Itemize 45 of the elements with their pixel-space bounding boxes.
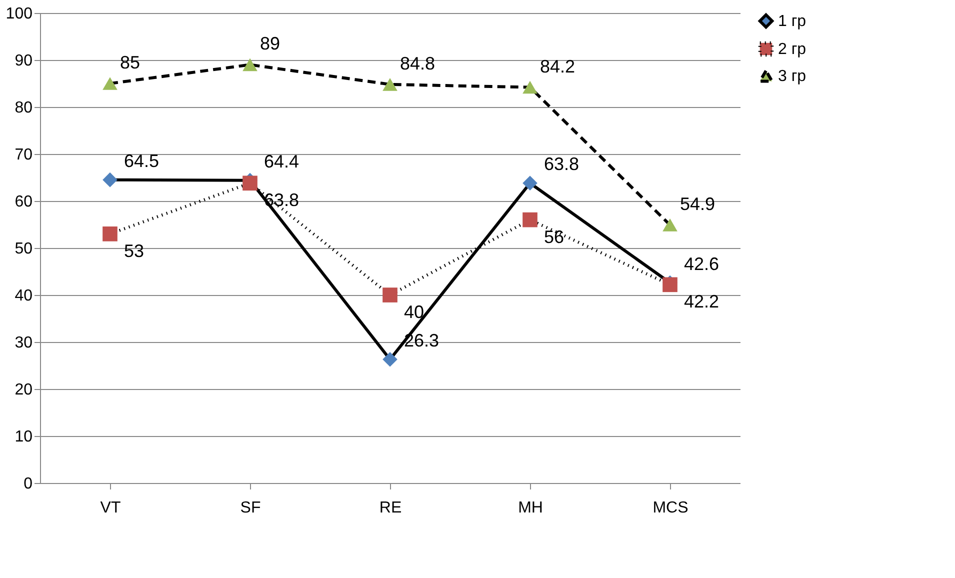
point: [522, 80, 538, 94]
data-label: 26.3: [404, 330, 440, 350]
y-tick-label: 30: [14, 334, 33, 352]
data-label: 63.8: [544, 154, 580, 174]
data-label: 42.6: [684, 254, 720, 274]
x-tick-label: RE: [379, 500, 402, 516]
data-label: 53: [124, 240, 144, 261]
y-tick-label: 80: [14, 100, 33, 116]
data-label: 85: [120, 52, 140, 72]
x-tick-label: VT: [100, 500, 121, 516]
point: [522, 176, 538, 191]
data-label: 89: [260, 34, 280, 54]
data-label: 56: [544, 226, 564, 247]
y-tick-label: 90: [14, 52, 33, 70]
point: [662, 218, 678, 232]
point: [102, 77, 118, 90]
y-tick-label: 20: [14, 382, 33, 398]
data-label: 40: [404, 302, 424, 322]
data-label: 54.9: [680, 194, 716, 214]
x-tick-label: MCS: [652, 500, 688, 516]
y-tick-label: 60: [14, 194, 33, 210]
legend-label: 1 гр: [778, 13, 806, 30]
y-tick-label: 0: [24, 476, 33, 492]
data-label: 64.5: [124, 150, 160, 171]
point: [522, 212, 538, 228]
data-label: 84.2: [540, 56, 576, 76]
point: [382, 288, 398, 302]
y-tick-label: 10: [14, 428, 33, 446]
data-label: 42.2: [684, 292, 720, 312]
point: [102, 226, 118, 242]
data-label: 84.8: [400, 53, 436, 74]
point: [242, 58, 258, 72]
x-tick-label: MH: [518, 500, 543, 516]
point: [242, 176, 258, 191]
y-tick-label: 70: [14, 146, 33, 164]
x-tick-label: SF: [240, 500, 261, 516]
point: [382, 352, 398, 367]
point: [102, 172, 118, 188]
data-label: 64.4: [264, 151, 300, 172]
point: [382, 78, 398, 91]
legend-label: 3 гр: [778, 68, 806, 85]
y-tick-label: 40: [14, 288, 33, 304]
legend-label: 2 гр: [778, 41, 806, 58]
y-tick-label: 50: [14, 240, 33, 258]
y-tick-label: 100: [6, 6, 33, 22]
